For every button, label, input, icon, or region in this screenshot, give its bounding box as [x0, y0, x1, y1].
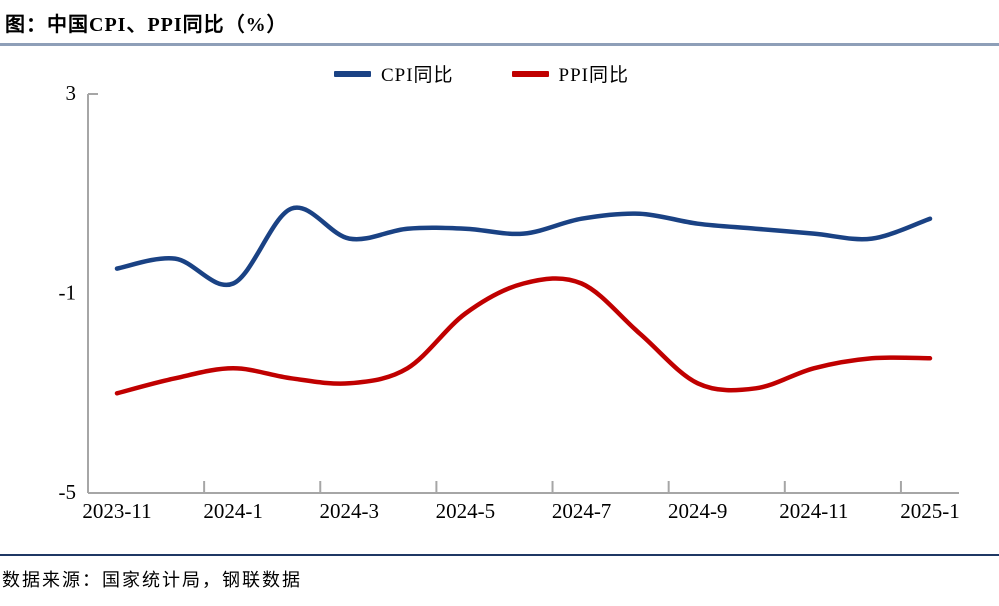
legend-swatch-line-icon [333, 70, 371, 77]
footer-separator-line [0, 554, 999, 556]
x-tick-label: 2024-11 [779, 499, 848, 523]
legend-item-cpi: CPI同比 [333, 60, 454, 87]
ppi-series-line [114, 276, 933, 396]
title-separator-line [0, 43, 999, 46]
legend-swatch-line-icon [511, 70, 549, 77]
x-tick-label: 2023-11 [82, 499, 151, 523]
x-tick-label: 2024-7 [552, 499, 612, 523]
y-tick-label: 3 [66, 81, 77, 105]
x-tick-label: 2024-3 [320, 499, 380, 523]
legend-label: CPI同比 [380, 65, 454, 86]
y-tick-label: -5 [59, 480, 77, 504]
cpi-series-line [114, 205, 933, 288]
y-tick-label: -1 [59, 280, 77, 304]
legend-item-ppi: PPI同比 [511, 60, 630, 87]
x-tick-label: 2024-1 [203, 499, 263, 523]
data-source-note: 数据来源：国家统计局，钢联数据 [2, 570, 302, 590]
chart-legend: CPI同比 PPI同比 [0, 60, 999, 87]
legend-label: PPI同比 [558, 65, 630, 86]
x-tick-label: 2024-5 [436, 499, 496, 523]
x-tick-label: 2025-1 [900, 499, 960, 523]
x-tick-label: 2024-9 [668, 499, 728, 523]
page-title: 图：中国CPI、PPI同比（%） [5, 14, 288, 36]
